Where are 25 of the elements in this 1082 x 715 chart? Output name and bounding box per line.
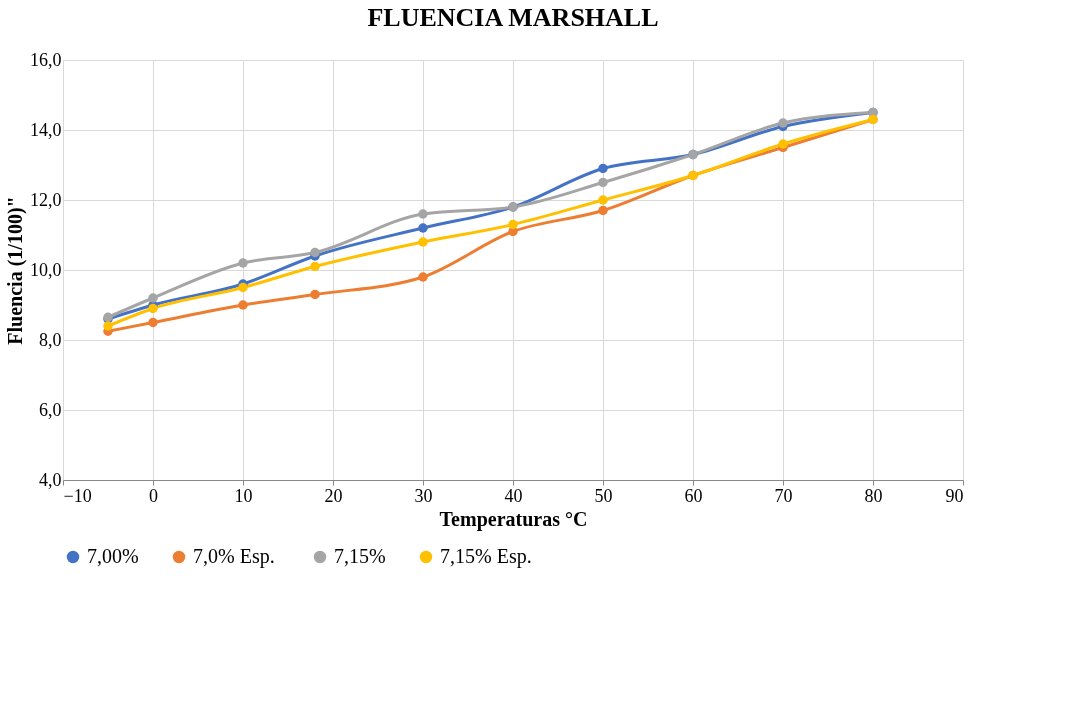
x-tick-label: 0 [149, 485, 158, 506]
x-tick-label: −10 [63, 485, 92, 506]
y-tick-label: 4,0 [39, 469, 62, 490]
x-tick-label: 30 [414, 485, 433, 506]
chart-title: FLUENCIA MARSHALL [367, 3, 659, 32]
legend-label: 7,15% [334, 545, 386, 567]
x-tick-label: 70 [774, 485, 793, 506]
y-tick-label: 6,0 [39, 399, 62, 420]
legend-label: 7,0% Esp. [193, 545, 275, 568]
x-tick-label: 90 [945, 485, 964, 506]
legend-label: 7,15% Esp. [440, 545, 532, 568]
y-tick-label: 16,0 [30, 49, 62, 70]
x-tick-label: 10 [234, 485, 253, 506]
y-tick-label: 12,0 [30, 189, 62, 210]
y-tick-label: 8,0 [39, 329, 62, 350]
x-tick-label: 80 [864, 485, 883, 506]
x-tick-label: 40 [504, 485, 523, 506]
y-axis-title: Fluencia (1/100)" [4, 196, 27, 345]
x-tick-label: 50 [594, 485, 613, 506]
x-axis-title: Temperaturas °C [439, 507, 588, 531]
x-tick-label: 20 [324, 485, 343, 506]
x-tick-label: 60 [684, 485, 703, 506]
legend-label: 7,00% [87, 545, 139, 567]
y-tick-label: 10,0 [30, 259, 62, 280]
y-tick-label: 14,0 [30, 119, 62, 140]
